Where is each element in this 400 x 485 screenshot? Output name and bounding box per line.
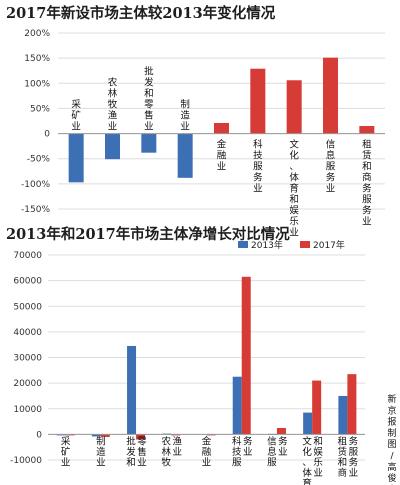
category-label: 租赁和商务服务业 xyxy=(362,139,372,228)
chart2-category-labels: 采矿业制造业批发和零售业农林牧渔业金融业科技服务业信息服务业文化、体育和娱乐业租… xyxy=(61,435,359,485)
category-label: 采矿业 xyxy=(71,100,81,133)
bar-5 xyxy=(250,68,266,134)
bar-0-5 xyxy=(232,376,242,435)
chart2-y-ticks: 70000 60000 50000 40000 30000 20000 10000 0 -100… xyxy=(10,251,42,466)
y-tick-label: 150% xyxy=(24,54,50,64)
y-tick-label: 70000 xyxy=(13,251,42,261)
category-label: 制造业 xyxy=(180,99,190,133)
chart1-bars xyxy=(68,57,375,183)
y-tick-label: -50% xyxy=(27,155,51,165)
bar-4 xyxy=(214,123,229,134)
bar-1-1 xyxy=(100,434,110,437)
legend-label: 2013年 xyxy=(251,239,283,251)
category-label: 信息服 xyxy=(267,435,277,468)
category-label: 批发和 xyxy=(126,435,136,468)
y-tick-label: -150% xyxy=(21,205,50,215)
chart-net-growth: 2013年和2017年市场主体净增长对比情况 2013年 2017年 70000 6… xyxy=(6,225,365,485)
category-label: 务业 xyxy=(278,435,288,458)
category-label: 务服务业 xyxy=(349,435,359,479)
category-label: 渔业 xyxy=(173,436,183,458)
chart2-legend: 2013年 2017年 xyxy=(238,239,345,251)
category-label: 金融业 xyxy=(202,435,212,468)
bar-1-6 xyxy=(276,427,286,435)
category-label: 务业 xyxy=(243,435,253,458)
chart-pct-change: 2017年新设市场主体较2013年变化情况 200% 150% 100% 50% 0 -5… xyxy=(6,4,385,239)
bar-8 xyxy=(359,126,375,134)
bar-3 xyxy=(177,133,193,178)
category-label: 农林牧渔业 xyxy=(108,77,118,133)
credit-label: 新京报制图/高俊夫 xyxy=(387,393,396,485)
y-tick-label: 40000 xyxy=(13,328,42,338)
category-label: 科技服务业 xyxy=(253,139,263,195)
y-tick-label: 10000 xyxy=(13,405,42,415)
chart2-bars xyxy=(56,276,357,440)
bar-0-8 xyxy=(338,395,348,435)
category-label: 零售业 xyxy=(137,436,147,468)
chart1-y-ticks: 200% 150% 100% 50% 0 -50% -100% -150% xyxy=(21,29,50,215)
category-label: 批发和零售业 xyxy=(144,66,154,133)
category-label: 文化、体育 xyxy=(302,435,312,485)
category-label: 和娱乐业 xyxy=(313,436,323,479)
bar-7 xyxy=(323,57,338,134)
y-tick-label: 0 xyxy=(36,430,42,440)
category-label: 农林牧 xyxy=(162,435,172,468)
y-tick-label: -10000 xyxy=(10,456,42,466)
y-tick-label: 50000 xyxy=(13,302,42,312)
bar-1 xyxy=(105,133,120,160)
category-label: 科技服 xyxy=(232,435,242,468)
bar-0-7 xyxy=(303,412,313,435)
bar-0-1 xyxy=(91,434,101,437)
legend-label: 2017年 xyxy=(313,239,345,251)
y-tick-label: 30000 xyxy=(13,354,42,364)
bar-1-8 xyxy=(347,374,357,435)
y-tick-label: 200% xyxy=(24,29,50,39)
bar-1-2 xyxy=(136,434,146,440)
category-label: 文化、体育和娱乐业 xyxy=(289,139,299,239)
legend-swatch xyxy=(300,241,310,248)
category-label: 金融业 xyxy=(217,139,227,173)
y-tick-label: 20000 xyxy=(13,379,42,389)
chart2-title: 2013年和2017年市场主体净增长对比情况 xyxy=(6,225,290,243)
bar-2 xyxy=(141,133,157,153)
y-tick-label: 60000 xyxy=(13,277,42,287)
bar-1-5 xyxy=(241,276,251,435)
y-tick-label: -100% xyxy=(21,180,50,190)
bar-0 xyxy=(68,133,84,183)
bar-1-7 xyxy=(312,380,322,435)
category-label: 制造业 xyxy=(96,435,106,468)
category-label: 采矿业 xyxy=(61,436,71,468)
legend-swatch xyxy=(238,241,248,248)
category-label: 租赁和商 xyxy=(338,435,348,479)
y-tick-label: 0 xyxy=(44,130,50,140)
category-label: 信息服务业 xyxy=(326,139,336,195)
bar-0-2 xyxy=(127,345,137,435)
bar-6 xyxy=(286,80,302,134)
chart1-title: 2017年新设市场主体较2013年变化情况 xyxy=(6,4,276,22)
y-tick-label: 100% xyxy=(24,79,50,89)
y-tick-label: 50% xyxy=(30,104,50,114)
